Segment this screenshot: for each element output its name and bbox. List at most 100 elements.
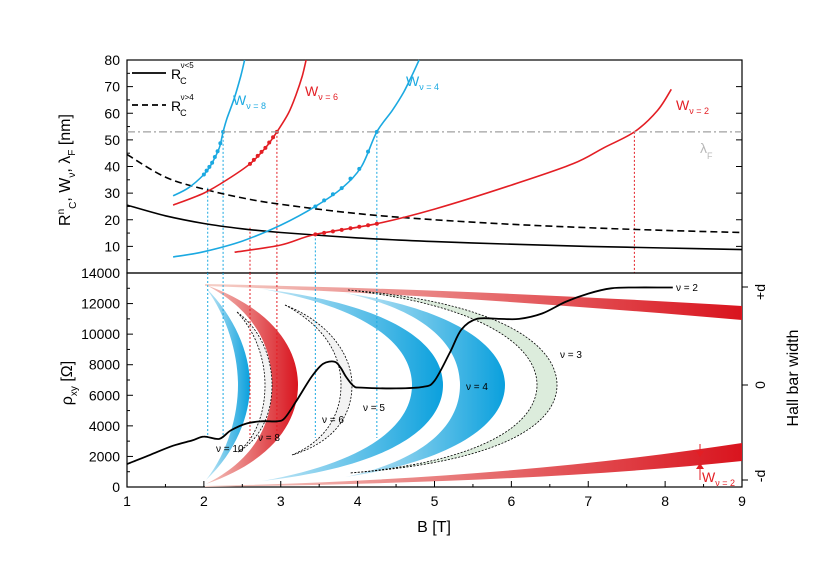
bottom-y-tick-label: 2000 <box>89 448 120 464</box>
series-line <box>172 59 246 197</box>
series-marker <box>204 168 209 173</box>
series-marker <box>248 161 252 166</box>
bottom-y-tick-label: 0 <box>112 479 120 495</box>
bottom-y-tick-label: 12000 <box>81 296 120 312</box>
top-y-tick-label: 40 <box>104 159 120 175</box>
stripe-nu4-dense <box>345 293 505 477</box>
series-marker <box>322 230 327 235</box>
series-marker <box>348 176 353 181</box>
x-tick-label: 5 <box>431 493 439 509</box>
top-y-tick-label: 30 <box>104 185 120 201</box>
x-tick-label: 3 <box>277 493 285 509</box>
stripe-nu8 <box>206 285 298 484</box>
series-marker <box>251 157 256 162</box>
x-axis-label: B [T] <box>417 519 451 536</box>
label-w-nu6: Wν = 6 <box>305 83 338 102</box>
stripe-nu5-outline <box>284 304 353 456</box>
annot-nu2: ν = 2 <box>676 283 698 294</box>
bottom-y-tick-label: 10000 <box>81 326 120 342</box>
series-marker <box>255 153 260 158</box>
top-y-tick-label: 70 <box>104 79 120 95</box>
series-marker <box>210 160 215 165</box>
label-w-nu8: Wν = 8 <box>233 92 266 111</box>
series-marker <box>330 192 335 197</box>
bottom-series <box>126 286 673 465</box>
top-series <box>126 59 743 258</box>
series-marker <box>357 166 362 171</box>
stripe-nu4 <box>262 289 443 481</box>
series-marker <box>339 227 344 232</box>
top-y-tick-label: 80 <box>104 52 120 68</box>
annot-nu8: ν = 8 <box>258 433 280 444</box>
edge-band-top <box>205 284 742 320</box>
right-tick-plus-d: +d <box>752 284 768 300</box>
label-w-nu2: Wν = 2 <box>676 97 709 116</box>
series-line <box>172 59 420 258</box>
label-width-nu2: Wν = 2 <box>702 469 735 488</box>
series-marker <box>322 198 327 203</box>
bottom-panel: 0 2000 4000 6000 8000 10000 12000 14000 1 2 3 4 5 6 7… <box>59 265 802 536</box>
right-tick-zero: 0 <box>752 381 768 389</box>
series-marker <box>259 149 264 154</box>
x-tick-label: 4 <box>354 493 362 509</box>
series-marker <box>339 186 344 191</box>
series-line <box>126 153 743 234</box>
series-marker <box>215 149 220 154</box>
bottom-y-axis-label: ρxy [Ω] <box>59 361 80 405</box>
series-marker <box>263 145 268 150</box>
annot-nu5: ν = 5 <box>363 403 385 414</box>
bottom-x-ticks: 1 2 3 4 5 6 7 8 9 <box>123 481 746 509</box>
series-marker <box>207 164 212 169</box>
series-line <box>234 88 672 253</box>
top-y-tick-label: 60 <box>104 105 120 121</box>
x-tick-label: 7 <box>584 493 592 509</box>
series-line <box>172 59 307 206</box>
x-tick-label: 6 <box>507 493 515 509</box>
legend-rc-dashed: RCν>4 <box>171 93 194 118</box>
x-tick-label: 9 <box>738 493 746 509</box>
legend-rc-solid: RCν<5 <box>171 61 194 86</box>
right-axis: +d 0 -d Hall bar width <box>742 284 802 482</box>
series-marker <box>357 224 362 229</box>
series-marker <box>212 154 217 159</box>
stripe-nu10 <box>206 288 250 480</box>
series-marker <box>201 172 206 177</box>
series-marker <box>374 221 379 226</box>
annot-nu4: ν = 4 <box>466 382 488 393</box>
x-tick-label: 2 <box>200 493 208 509</box>
series-marker <box>313 204 318 209</box>
bottom-y-tick-label: 4000 <box>89 418 120 434</box>
top-y-axis-label: RnC, Wν, λF [nm] <box>56 114 79 226</box>
series-marker <box>348 226 353 231</box>
stripe-nu3-outline <box>347 289 558 474</box>
top-y-tick-label: 50 <box>104 132 120 148</box>
hall-resistance-line <box>126 286 673 465</box>
right-axis-label: Hall bar width <box>785 330 802 427</box>
series-line <box>126 204 743 251</box>
top-y-tick-label: 20 <box>104 212 120 228</box>
width-arrowhead-bottom <box>696 463 704 469</box>
bottom-y-tick-label: 6000 <box>89 387 120 403</box>
label-w-nu4: Wν = 4 <box>406 73 439 92</box>
bottom-y-tick-label: 8000 <box>89 357 120 373</box>
series-marker <box>330 229 335 234</box>
x-tick-label: 1 <box>123 493 131 509</box>
right-tick-minus-d: -d <box>752 470 768 482</box>
top-y-ticks: 10 20 30 40 50 60 70 80 <box>104 52 742 261</box>
bottom-vertical-guides <box>207 273 378 438</box>
top-panel: 10 20 30 40 50 60 70 80 RCν<5 RCν>4 Wν = 8 Wν =… <box>56 52 743 274</box>
label-lambda-f: λF <box>700 140 713 161</box>
bottom-y-tick-label: 14000 <box>81 265 120 281</box>
top-vertical-guides <box>207 131 635 273</box>
x-tick-label: 8 <box>661 493 669 509</box>
width-arrowhead-top <box>696 451 704 457</box>
annot-nu3: ν = 3 <box>560 350 582 361</box>
series-marker <box>366 149 371 154</box>
series-marker <box>218 141 223 146</box>
series-marker <box>374 129 379 134</box>
bottom-y-ticks: 0 2000 4000 6000 8000 10000 12000 14000 <box>81 265 133 495</box>
series-marker <box>267 140 272 145</box>
series-marker <box>313 232 318 237</box>
annot-nu10: ν = 10 <box>216 444 244 455</box>
